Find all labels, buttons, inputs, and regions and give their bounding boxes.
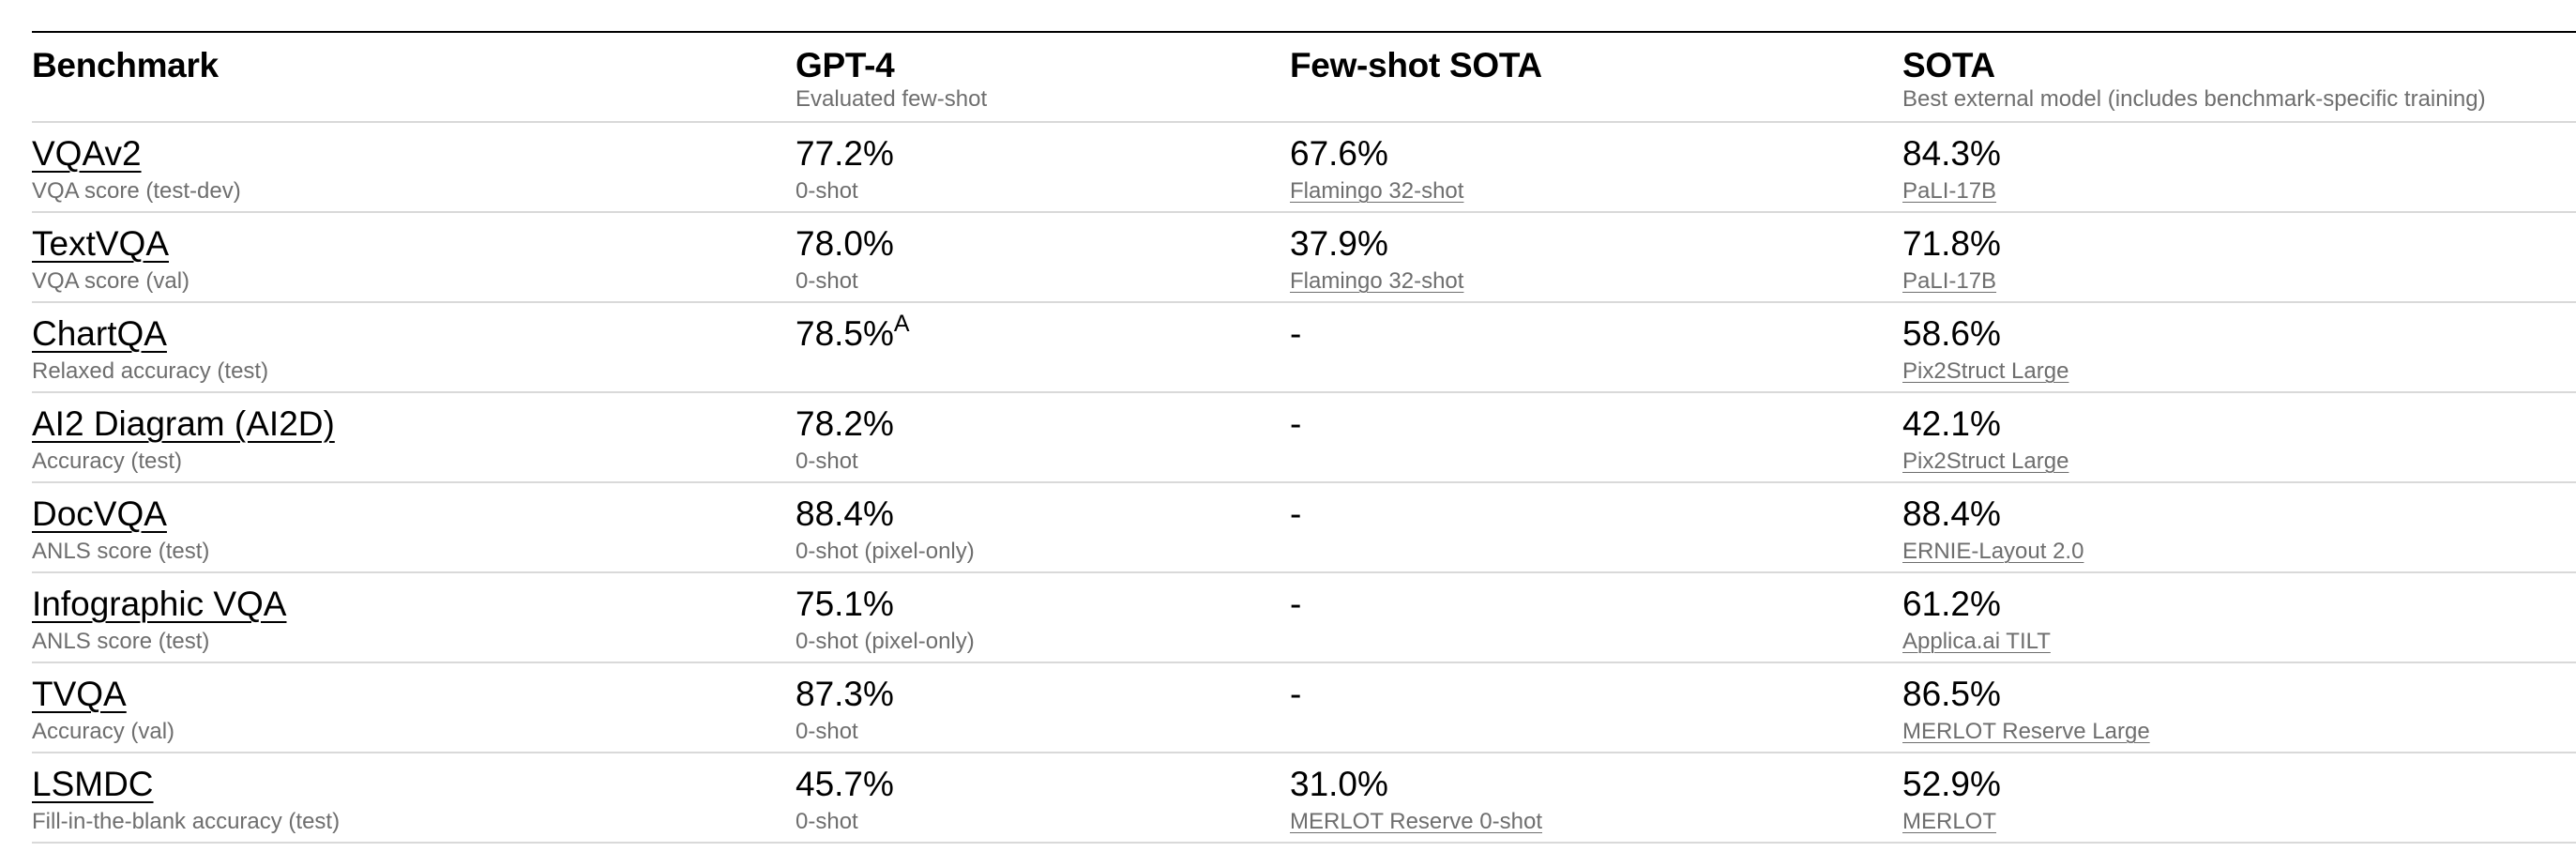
table-row: TextVQA VQA score (val) 78.0% 0-shot 37.9% Fl… <box>32 213 2576 303</box>
sota-model-link[interactable]: ERNIE-Layout 2.0 <box>1902 539 2084 564</box>
gpt4-value-text: 78.2% <box>796 404 894 443</box>
gpt4-note: 0-shot <box>796 809 858 834</box>
table-row: VQAv2 VQA score (test-dev) 77.2% 0-shot 67.6… <box>32 123 2576 213</box>
gpt4-note: 0-shot <box>796 449 858 474</box>
gpt4-value: 75.1% <box>796 585 894 624</box>
table-body: VQAv2 VQA score (test-dev) 77.2% 0-shot 67.6… <box>32 123 2576 844</box>
fewshot-sota-value: - <box>1290 314 1302 353</box>
table-row: DocVQA ANLS score (test) 88.4% 0-shot (pixe… <box>32 483 2576 573</box>
sota-value: 61.2% <box>1902 585 2001 623</box>
benchmark-link[interactable]: AI2 Diagram (AI2D) <box>32 404 335 443</box>
benchmark-metric: Accuracy (val) <box>32 719 175 744</box>
table-row: TVQA Accuracy (val) 87.3% 0-shot - 86.5% MERLO… <box>32 663 2576 753</box>
benchmark-link[interactable]: VQAv2 <box>32 134 142 173</box>
fewshot-sota-value: 67.6% <box>1290 134 1388 173</box>
gpt4-value: 87.3% <box>796 675 894 714</box>
gpt4-value-text: 75.1% <box>796 585 894 623</box>
gpt4-value: 78.0% <box>796 224 894 264</box>
sota-value: 71.8% <box>1902 224 2001 263</box>
sota-model-link[interactable]: Pix2Struct Large <box>1902 358 2069 384</box>
sota-value: 42.1% <box>1902 404 2001 443</box>
benchmark-metric: VQA score (test-dev) <box>32 178 241 204</box>
column-header-subtitle: Evaluated few-shot <box>796 86 988 112</box>
gpt4-note: 0-shot (pixel-only) <box>796 539 975 564</box>
sota-model-link[interactable]: Pix2Struct Large <box>1902 449 2069 474</box>
table-row: ChartQA Relaxed accuracy (test) 78.5%A - 58.… <box>32 303 2576 393</box>
column-header-title: Few-shot SOTA <box>1290 46 1542 84</box>
benchmark-metric: ANLS score (test) <box>32 629 210 654</box>
sota-model-link[interactable]: PaLI-17B <box>1902 268 1997 294</box>
sota-value: 58.6% <box>1902 314 2001 353</box>
column-header-title: Benchmark <box>32 46 219 84</box>
gpt4-value-text: 78.0% <box>796 224 894 263</box>
benchmark-link[interactable]: ChartQA <box>32 314 167 353</box>
gpt4-value: 78.5%A <box>796 310 910 354</box>
benchmark-link[interactable]: TVQA <box>32 675 127 713</box>
benchmark-metric: Accuracy (test) <box>32 449 183 474</box>
sota-model-link[interactable]: MERLOT Reserve Large <box>1902 719 2150 744</box>
fewshot-sota-model-link[interactable]: Flamingo 32-shot <box>1290 268 1464 294</box>
table-header-row: Benchmark GPT-4 Evaluated few-shot Few-s… <box>32 33 2576 123</box>
fewshot-sota-value: 31.0% <box>1290 765 1388 803</box>
column-header-title: GPT-4 <box>796 46 895 84</box>
fewshot-sota-value: - <box>1290 494 1302 533</box>
fewshot-sota-value: - <box>1290 585 1302 623</box>
table-row: Infographic VQA ANLS score (test) 75.1% 0-s… <box>32 573 2576 663</box>
table-row: AI2 Diagram (AI2D) Accuracy (test) 78.2% 0-… <box>32 393 2576 483</box>
gpt4-value: 77.2% <box>796 134 894 174</box>
gpt4-value-text: 45.7% <box>796 765 894 803</box>
benchmark-metric: Fill-in-the-blank accuracy (test) <box>32 809 341 834</box>
benchmark-link[interactable]: Infographic VQA <box>32 585 287 623</box>
column-header-title: SOTA <box>1902 46 1995 84</box>
benchmark-metric: VQA score (val) <box>32 268 190 294</box>
benchmark-link[interactable]: TextVQA <box>32 224 169 263</box>
footnote-marker[interactable]: A <box>893 310 910 337</box>
fewshot-sota-model-link[interactable]: MERLOT Reserve 0-shot <box>1290 809 1542 834</box>
benchmark-link[interactable]: DocVQA <box>32 494 167 533</box>
sota-value: 52.9% <box>1902 765 2001 803</box>
sota-value: 88.4% <box>1902 494 2001 533</box>
benchmark-table: Benchmark GPT-4 Evaluated few-shot Few-s… <box>32 31 2576 844</box>
gpt4-note: 0-shot <box>796 178 858 204</box>
benchmark-link[interactable]: LSMDC <box>32 765 154 803</box>
fewshot-sota-value: - <box>1290 404 1302 443</box>
sota-model-link[interactable]: MERLOT <box>1902 809 1997 834</box>
benchmark-metric: Relaxed accuracy (test) <box>32 358 269 384</box>
column-header-subtitle: Best external model (includes benchmark-… <box>1902 86 2486 112</box>
gpt4-value: 78.2% <box>796 404 894 444</box>
gpt4-value-text: 78.5% <box>796 314 894 353</box>
gpt4-value-text: 87.3% <box>796 675 894 713</box>
fewshot-sota-value: - <box>1290 675 1302 713</box>
gpt4-value-text: 77.2% <box>796 134 894 173</box>
sota-model-link[interactable]: Applica.ai TILT <box>1902 629 2051 654</box>
gpt4-note: 0-shot <box>796 268 858 294</box>
gpt4-note: 0-shot <box>796 719 858 744</box>
table-row: LSMDC Fill-in-the-blank accuracy (test) 45… <box>32 753 2576 844</box>
sota-value: 84.3% <box>1902 134 2001 173</box>
gpt4-value-text: 88.4% <box>796 494 894 533</box>
sota-value: 86.5% <box>1902 675 2001 713</box>
sota-model-link[interactable]: PaLI-17B <box>1902 178 1997 204</box>
gpt4-value: 45.7% <box>796 765 894 804</box>
gpt4-value: 88.4% <box>796 494 894 534</box>
benchmark-metric: ANLS score (test) <box>32 539 210 564</box>
gpt4-note: 0-shot (pixel-only) <box>796 629 975 654</box>
fewshot-sota-model-link[interactable]: Flamingo 32-shot <box>1290 178 1464 204</box>
fewshot-sota-value: 37.9% <box>1290 224 1388 263</box>
